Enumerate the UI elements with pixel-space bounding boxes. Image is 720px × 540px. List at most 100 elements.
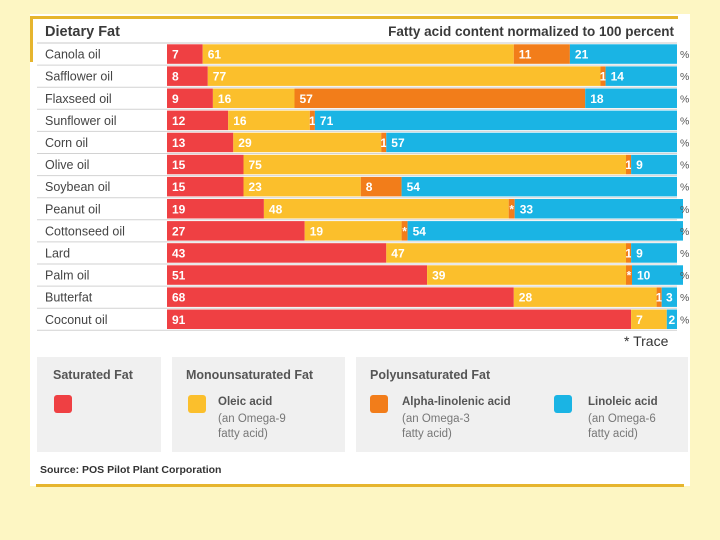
bar-label-flaxseed-oil-saturated-fat: 9 <box>172 92 179 106</box>
unit-label: % <box>680 204 689 216</box>
legend-alpha-note2: fatty acid) <box>402 428 452 440</box>
bar-canola-oil-oleic-acid <box>202 44 514 64</box>
bar-canola-oil-alpha-linolenic-acid <box>513 44 570 64</box>
bar-cottonseed-oil-alpha-linolenic-acid <box>401 221 408 241</box>
unit-label: % <box>680 248 689 260</box>
bar-label-canola-oil-saturated-fat: 7 <box>172 48 179 62</box>
legend-mono-title: Monounsaturated Fat <box>186 368 314 382</box>
bar-label-safflower-oil-linoleic-acid: 14 <box>611 70 625 84</box>
row-label-coconut-oil: Coconut oil <box>45 313 108 327</box>
bar-label-canola-oil-oleic-acid: 61 <box>208 48 222 62</box>
unit-label: % <box>680 226 689 238</box>
unit-label: % <box>680 314 689 326</box>
legend-alpha-name: Alpha-linolenic acid <box>402 396 511 408</box>
legend-alpha-note1: (an Omega-3 <box>402 413 470 425</box>
bar-olive-oil-linoleic-acid <box>631 154 677 175</box>
unit-label: % <box>680 182 689 194</box>
bar-peanut-oil-saturated-fat <box>167 199 264 219</box>
bar-label-cottonseed-oil-saturated-fat: 27 <box>172 224 186 238</box>
legend-poly-box: Polyunsaturated Fat Alpha-linolenic acid… <box>356 357 688 452</box>
row-label-lard: Lard <box>45 246 70 260</box>
legend-linoleic-swatch <box>554 395 572 413</box>
bar-sunflower-oil-oleic-acid <box>228 110 310 131</box>
bar-lard-oleic-acid <box>386 243 626 263</box>
bar-peanut-oil-oleic-acid <box>263 199 509 219</box>
bar-label-corn-oil-alpha-linolenic-acid: 1 <box>380 136 387 150</box>
bar-label-coconut-oil-oleic-acid: 7 <box>636 313 643 327</box>
top-rule <box>30 16 678 19</box>
row-label-corn-oil: Corn oil <box>45 136 88 150</box>
bar-safflower-oil-linoleic-acid <box>605 66 677 86</box>
bar-label-corn-oil-saturated-fat: 13 <box>172 136 186 150</box>
bar-label-peanut-oil-saturated-fat: 19 <box>172 202 186 216</box>
bar-label-safflower-oil-oleic-acid: 77 <box>213 70 227 84</box>
bar-label-soybean-oil-saturated-fat: 15 <box>172 180 186 194</box>
bar-soybean-oil-saturated-fat <box>167 176 244 197</box>
row-label-flaxseed-oil: Flaxseed oil <box>45 92 112 106</box>
unit-label: % <box>680 292 689 304</box>
bar-label-olive-oil-saturated-fat: 15 <box>172 158 186 172</box>
bar-label-coconut-oil-saturated-fat: 91 <box>172 313 186 327</box>
bar-palm-oil-alpha-linolenic-acid <box>626 265 632 285</box>
bar-label-soybean-oil-oleic-acid: 23 <box>249 180 263 194</box>
bar-canola-oil-saturated-fat <box>167 44 203 64</box>
bar-label-lard-alpha-linolenic-acid: 1 <box>625 246 632 260</box>
bar-corn-oil-saturated-fat <box>167 132 234 153</box>
bar-label-lard-linoleic-acid: 9 <box>636 246 643 260</box>
bar-coconut-oil-saturated-fat <box>167 309 632 329</box>
unit-label: % <box>680 137 689 149</box>
bar-corn-oil-oleic-acid <box>233 132 382 153</box>
bar-palm-oil-oleic-acid <box>427 265 626 285</box>
stacked-bar-chart: Dietary Fat Fatty acid content normalized… <box>37 24 689 331</box>
bar-sunflower-oil-alpha-linolenic-acid <box>309 110 315 131</box>
chart-subtitle: Fatty acid content normalized to 100 per… <box>388 24 674 39</box>
legend-oleic-note1: (an Omega-9 <box>218 413 286 425</box>
bar-label-lard-oleic-acid: 47 <box>391 246 405 260</box>
bar-label-lard-saturated-fat: 43 <box>172 246 186 260</box>
bar-label-flaxseed-oil-linoleic-acid: 18 <box>590 92 604 106</box>
bar-corn-oil-alpha-linolenic-acid <box>381 132 387 153</box>
bar-label-soybean-oil-linoleic-acid: 54 <box>407 180 421 194</box>
legend-saturated-swatch <box>54 395 72 413</box>
bar-coconut-oil-linoleic-acid <box>666 309 677 329</box>
bar-label-olive-oil-alpha-linolenic-acid: 1 <box>625 158 632 172</box>
bar-label-safflower-oil-saturated-fat: 8 <box>172 70 179 84</box>
row-label-canola-oil: Canola oil <box>45 48 101 62</box>
legend-mono-box: Monounsaturated Fat Oleic acid (an Omega… <box>172 357 345 452</box>
bar-label-cottonseed-oil-linoleic-acid: 54 <box>413 224 427 238</box>
bar-label-flaxseed-oil-oleic-acid: 16 <box>218 92 232 106</box>
row-label-cottonseed-oil: Cottonseed oil <box>45 224 125 238</box>
bar-palm-oil-saturated-fat <box>167 265 428 285</box>
bar-label-corn-oil-linoleic-acid: 57 <box>391 136 405 150</box>
bar-label-cottonseed-oil-oleic-acid: 19 <box>310 224 324 238</box>
bar-soybean-oil-alpha-linolenic-acid <box>360 176 402 197</box>
bar-label-sunflower-oil-saturated-fat: 12 <box>172 114 186 128</box>
bar-flaxseed-oil-saturated-fat <box>167 88 213 108</box>
bar-label-palm-oil-alpha-linolenic-acid: * <box>627 269 632 283</box>
bar-lard-alpha-linolenic-acid <box>626 243 632 263</box>
bar-label-sunflower-oil-linoleic-acid: 71 <box>320 114 334 128</box>
legend-oleic-note2: fatty acid) <box>218 428 268 440</box>
source-note: Source: POS Pilot Plant Corporation <box>40 464 222 476</box>
bar-label-cottonseed-oil-alpha-linolenic-acid: * <box>402 224 407 238</box>
row-label-butterfat: Butterfat <box>45 291 93 305</box>
bar-olive-oil-alpha-linolenic-acid <box>626 154 632 175</box>
legend-linoleic-name: Linoleic acid <box>588 396 658 408</box>
chart-title: Dietary Fat <box>45 24 120 40</box>
bar-olive-oil-saturated-fat <box>167 154 244 175</box>
bar-lard-saturated-fat <box>167 243 387 263</box>
bar-label-coconut-oil-linoleic-acid: 2 <box>669 313 676 327</box>
bar-butterfat-alpha-linolenic-acid <box>656 287 662 307</box>
unit-label: % <box>680 49 689 61</box>
bar-label-butterfat-linoleic-acid: 3 <box>666 291 673 305</box>
bar-label-peanut-oil-linoleic-acid: 33 <box>520 202 534 216</box>
legend-oleic-swatch <box>188 395 206 413</box>
legend-saturated-box: Saturated Fat <box>37 357 161 452</box>
legend-poly-title: Polyunsaturated Fat <box>370 368 491 382</box>
bar-label-sunflower-oil-alpha-linolenic-acid: 1 <box>309 114 316 128</box>
row-label-olive-oil: Olive oil <box>45 158 89 172</box>
legend-saturated-title: Saturated Fat <box>53 368 133 382</box>
bar-label-olive-oil-oleic-acid: 75 <box>249 158 263 172</box>
row-label-sunflower-oil: Sunflower oil <box>45 114 117 128</box>
bar-sunflower-oil-saturated-fat <box>167 110 229 131</box>
